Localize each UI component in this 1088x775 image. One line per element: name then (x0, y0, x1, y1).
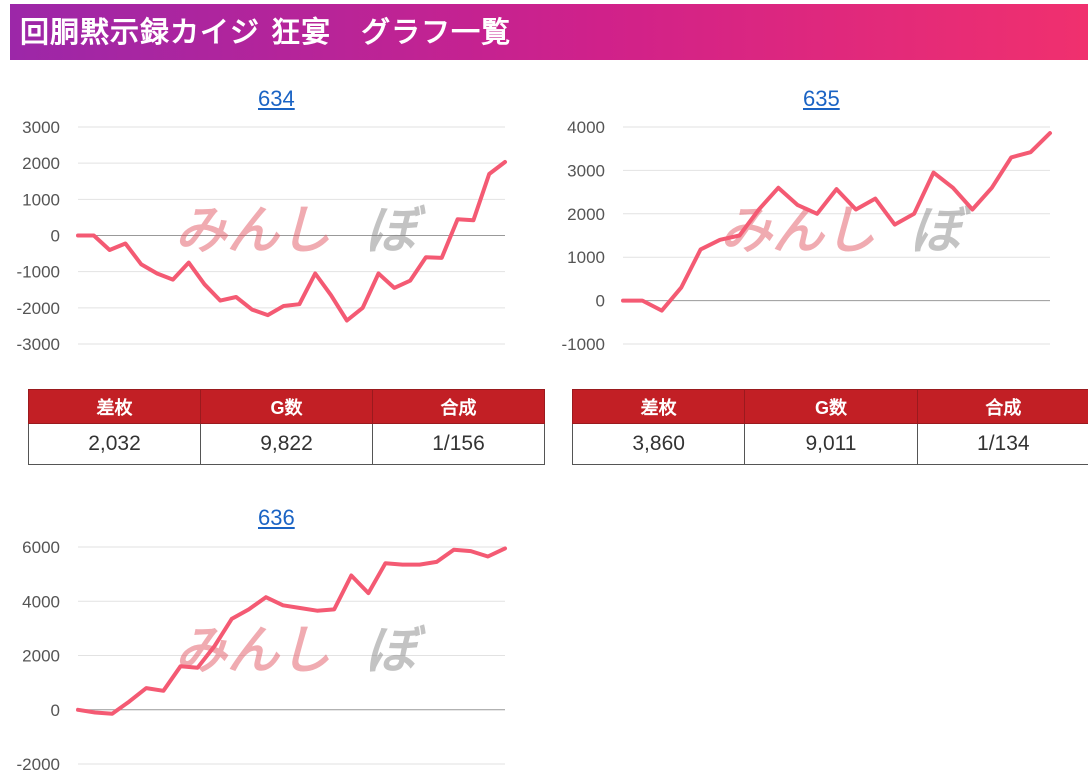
line-chart-634: 3000 2000 1000 0 -1000 -2000 -3000 みんしぼ (17, 118, 507, 354)
stats-games-value: 9,011 (744, 423, 918, 465)
series-line (76, 160, 507, 323)
y-tick-label: 0 (596, 292, 605, 311)
gridlines (623, 126, 1050, 345)
gridlines (78, 546, 505, 765)
line-chart-636: 6000 4000 2000 0 -2000 みんしぼ (17, 538, 507, 774)
stats-header-rate: 合成 (372, 389, 545, 424)
table-row: 2,032 9,822 1/156 (28, 423, 545, 465)
y-tick-label: 2000 (22, 647, 60, 666)
y-tick-label: 3000 (567, 161, 605, 180)
stats-diff-value: 3,860 (571, 423, 746, 465)
y-tick-label: -2000 (17, 755, 60, 774)
page-header: 回胴黙示録カイジ 狂宴 グラフ一覧 (10, 4, 1088, 60)
y-tick-label: -1000 (17, 263, 60, 282)
stats-header-diff: 差枚 (571, 389, 746, 424)
stats-header-games: G数 (744, 389, 918, 424)
stats-rate-value: 1/156 (372, 423, 545, 465)
y-tick-label: -2000 (17, 299, 60, 318)
watermark-text-right: ぼ (910, 201, 971, 261)
y-tick-label: 6000 (22, 538, 60, 557)
y-tick-label: 2000 (567, 205, 605, 224)
y-axis-ticks: 3000 2000 1000 0 -1000 -2000 -3000 (17, 118, 60, 354)
y-tick-label: -3000 (17, 335, 60, 354)
watermark-logo: みんしぼ (175, 201, 426, 261)
watermark-logo: みんしぼ (175, 621, 426, 681)
y-axis-ticks: 6000 4000 2000 0 -2000 (17, 538, 60, 774)
series-line (76, 546, 507, 716)
y-tick-label: 3000 (22, 118, 60, 137)
stats-header-diff: 差枚 (28, 389, 201, 424)
y-tick-label: -1000 (562, 335, 605, 354)
y-axis-ticks: 4000 3000 2000 1000 0 -1000 (562, 118, 605, 354)
chart-link-635[interactable]: 635 (803, 86, 840, 111)
page-title: 回胴黙示録カイジ 狂宴 グラフ一覧 (20, 15, 512, 49)
y-tick-label: 2000 (22, 154, 60, 173)
stats-rate-value: 1/134 (916, 423, 1088, 465)
watermark-text-left: みんし (175, 201, 331, 261)
stats-header-games: G数 (200, 389, 373, 424)
y-tick-label: 0 (51, 227, 60, 246)
watermark-text-right: ぼ (365, 621, 426, 681)
series-line (621, 131, 1052, 313)
line-chart-635: 4000 3000 2000 1000 0 -1000 みんしぼ (562, 118, 1052, 354)
gridlines (78, 126, 505, 345)
stats-header-rate: 合成 (916, 389, 1088, 424)
table-row: 3,860 9,011 1/134 (571, 423, 1088, 465)
y-tick-label: 4000 (567, 118, 605, 137)
stats-games-value: 9,822 (200, 423, 373, 465)
watermark-text-right: ぼ (365, 201, 426, 261)
watermark-logo: みんしぼ (720, 201, 971, 261)
y-tick-label: 0 (51, 701, 60, 720)
y-tick-label: 4000 (22, 592, 60, 611)
watermark-text-left: みんし (175, 621, 331, 681)
y-tick-label: 1000 (22, 190, 60, 209)
y-tick-label: 1000 (567, 248, 605, 267)
chart-link-634[interactable]: 634 (258, 86, 295, 111)
watermark-text-left: みんし (720, 201, 876, 261)
stats-table-635: 差枚 G数 合成 3,860 9,011 1/134 (571, 389, 1088, 465)
stats-diff-value: 2,032 (28, 423, 201, 465)
stats-table-634: 差枚 G数 合成 2,032 9,822 1/156 (28, 389, 545, 465)
chart-link-636[interactable]: 636 (258, 505, 295, 530)
